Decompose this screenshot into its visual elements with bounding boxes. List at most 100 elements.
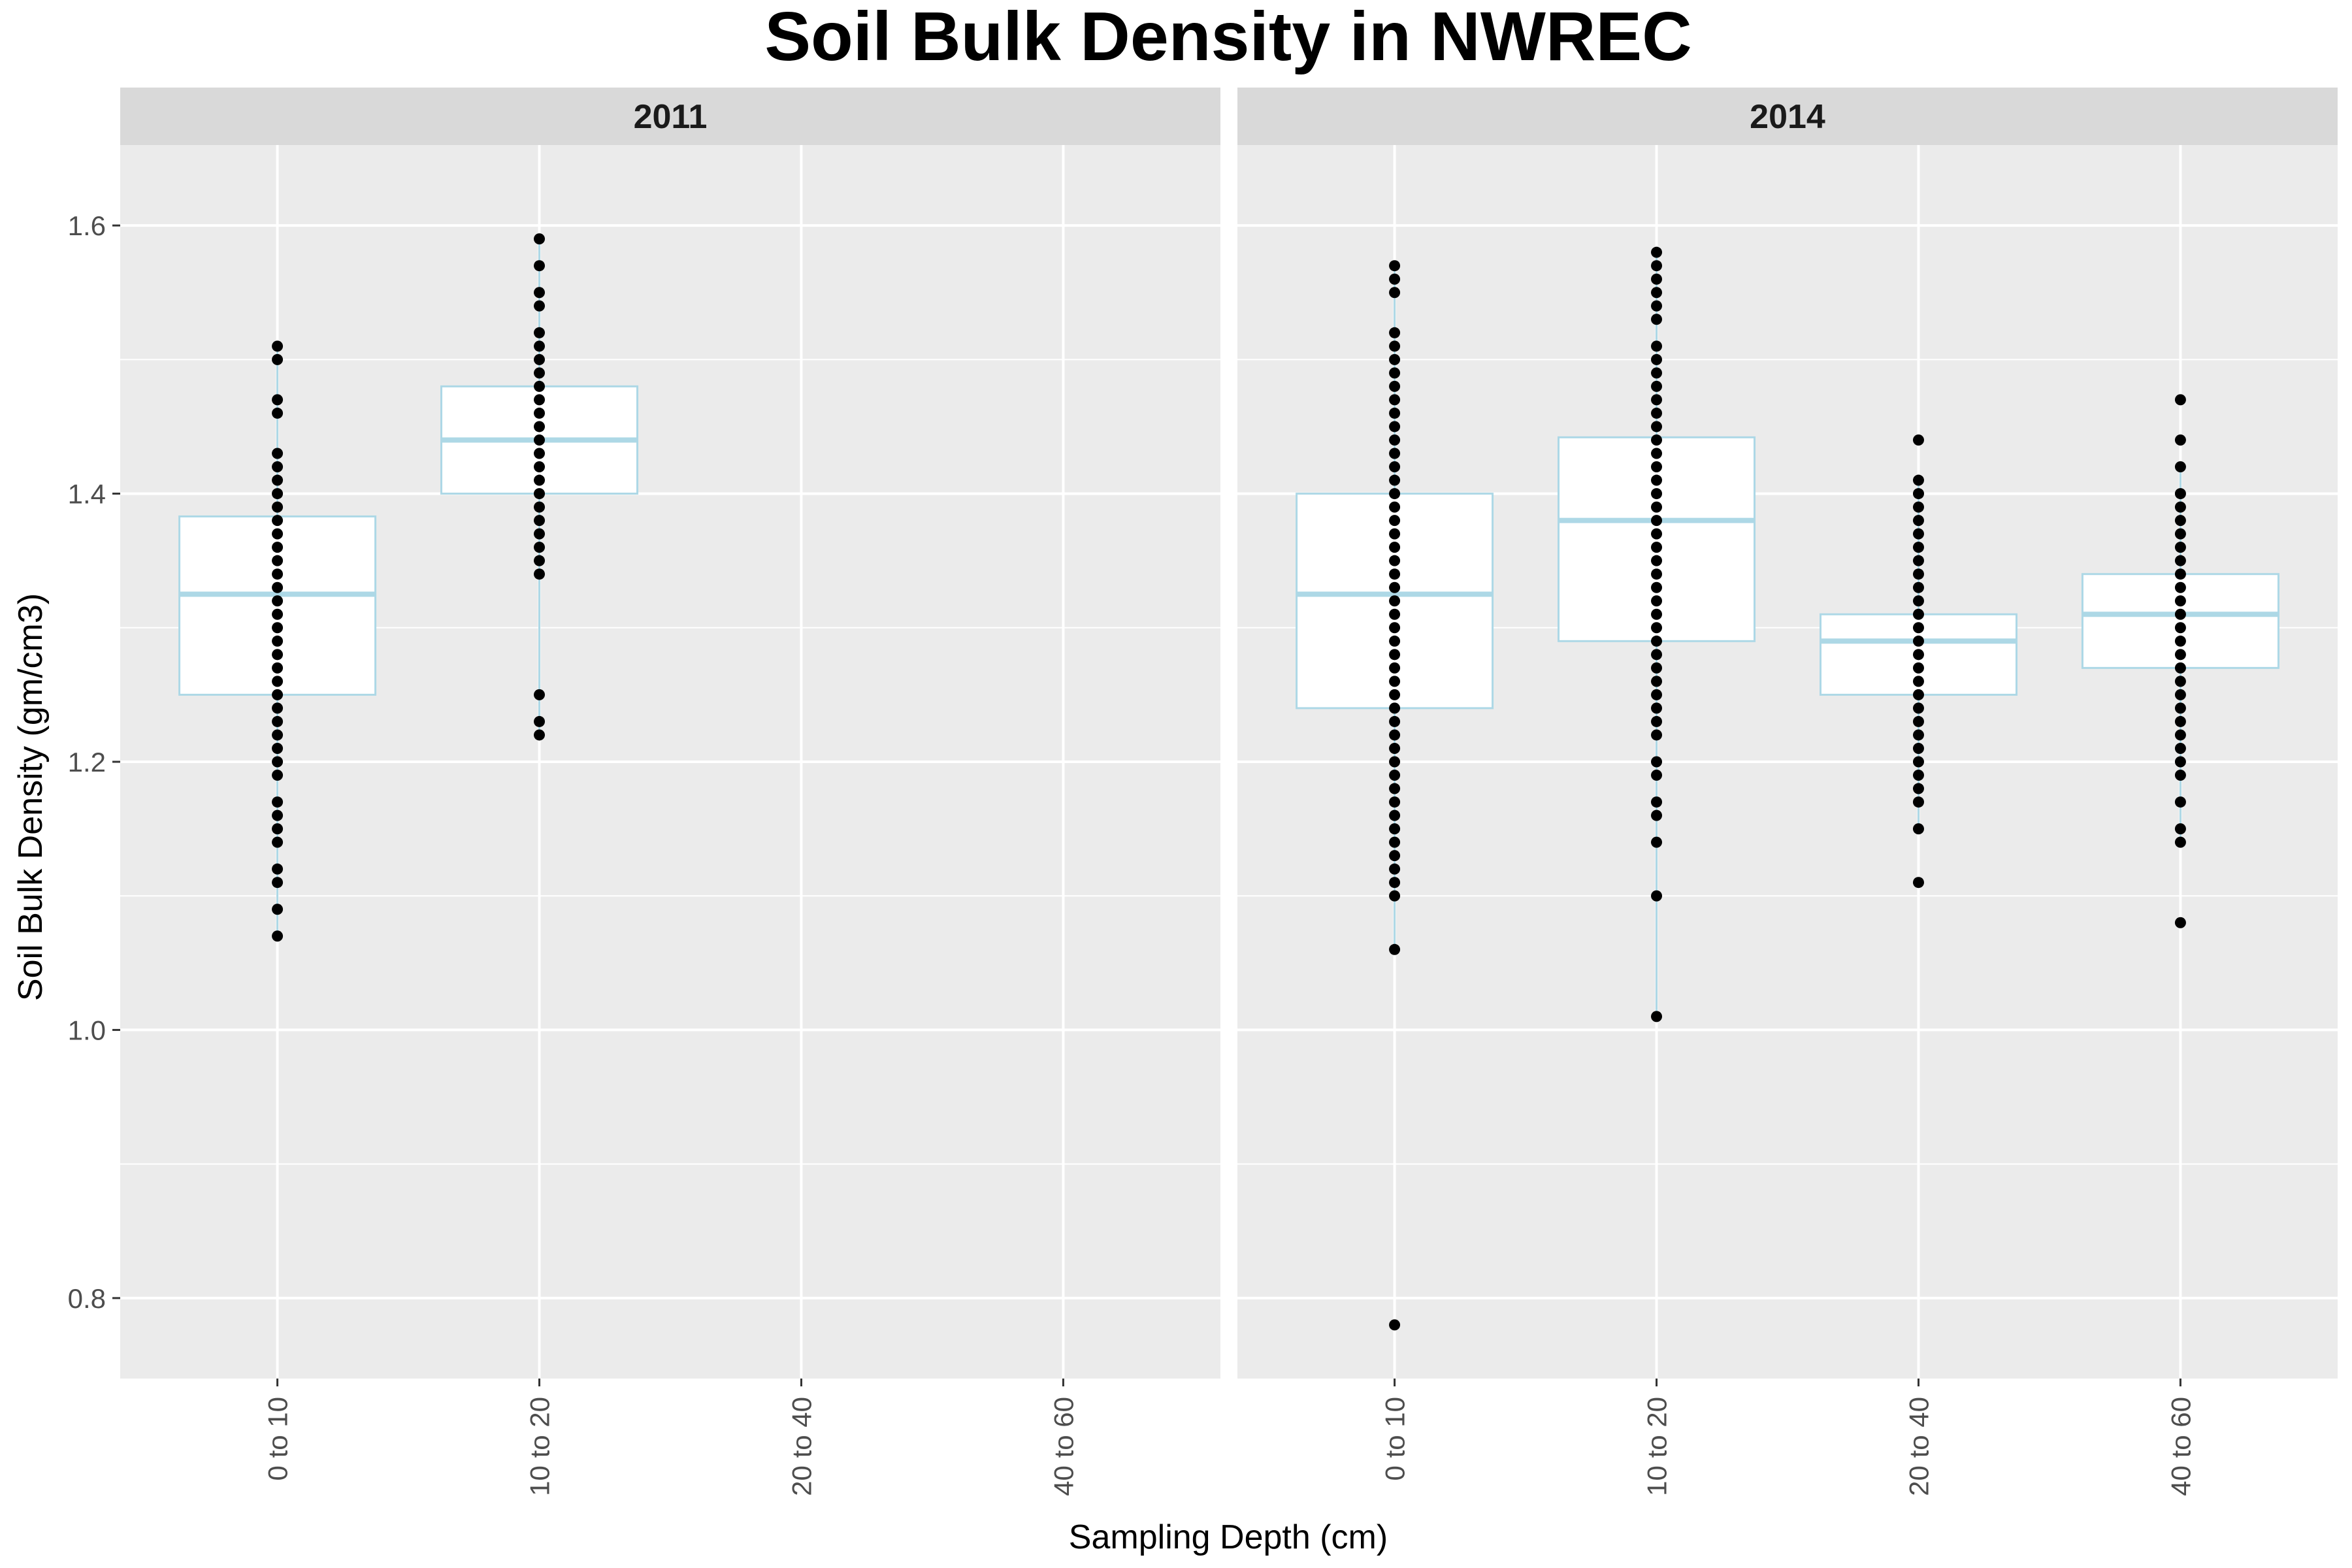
data-point <box>272 515 284 527</box>
data-point <box>2174 823 2186 835</box>
data-point <box>1389 715 1401 727</box>
data-point <box>534 233 546 245</box>
data-point <box>272 836 284 848</box>
data-point <box>272 742 284 754</box>
y-axis-title: Soil Bulk Density (gm/cm3) <box>12 593 50 1001</box>
data-point <box>534 515 546 527</box>
data-point <box>1651 649 1663 661</box>
data-point <box>1912 581 1924 593</box>
data-point <box>2174 528 2186 540</box>
chart-title: Soil Bulk Density in NWREC <box>764 0 1691 75</box>
data-point <box>1389 608 1401 620</box>
data-point <box>1389 542 1401 553</box>
data-point <box>272 877 284 889</box>
data-point <box>1651 421 1663 433</box>
data-point <box>1651 461 1663 473</box>
data-point <box>534 300 546 312</box>
strip-background <box>1237 88 2338 145</box>
data-point <box>2174 461 2186 473</box>
data-point <box>1389 474 1401 486</box>
panel-2014: 2014 0 to 10 10 to 20 20 to 40 40 to 60 <box>1237 88 2338 1496</box>
data-point <box>1651 273 1663 285</box>
data-point <box>1912 568 1924 580</box>
data-point <box>534 340 546 352</box>
data-point <box>272 448 284 459</box>
data-point <box>272 770 284 781</box>
data-point <box>1389 260 1401 272</box>
data-point <box>2174 649 2186 661</box>
data-point <box>1651 434 1663 446</box>
data-point <box>534 555 546 566</box>
data-point <box>1912 783 1924 794</box>
data-point <box>272 581 284 593</box>
data-point <box>1651 407 1663 419</box>
data-point <box>1912 434 1924 446</box>
data-point <box>1912 823 1924 835</box>
x-tick-label: 40 to 60 <box>1048 1397 1079 1496</box>
data-point <box>534 448 546 459</box>
data-point <box>1389 528 1401 540</box>
data-point <box>1389 555 1401 566</box>
data-point <box>1389 890 1401 902</box>
data-point <box>1389 434 1401 446</box>
data-point <box>1389 353 1401 365</box>
data-point <box>272 662 284 674</box>
data-point <box>272 501 284 513</box>
data-point <box>272 528 284 540</box>
data-point <box>1912 595 1924 607</box>
data-point <box>272 809 284 821</box>
data-point <box>1651 890 1663 902</box>
data-point <box>1651 260 1663 272</box>
data-point <box>272 622 284 634</box>
data-point <box>2174 770 2186 781</box>
data-point <box>1389 836 1401 848</box>
data-point <box>534 394 546 406</box>
data-point <box>2174 581 2186 593</box>
data-point <box>1912 474 1924 486</box>
data-point <box>1651 515 1663 527</box>
strip-label: 2011 <box>634 98 708 136</box>
data-point <box>1651 770 1663 781</box>
x-axis-title: Sampling Depth (cm) <box>1069 1518 1388 1556</box>
data-point <box>1389 877 1401 889</box>
data-point <box>1912 662 1924 674</box>
data-point <box>272 608 284 620</box>
data-point <box>2174 595 2186 607</box>
data-point <box>1651 542 1663 553</box>
data-point <box>1912 689 1924 700</box>
data-point <box>272 474 284 486</box>
data-point <box>534 501 546 513</box>
data-point <box>1912 742 1924 754</box>
data-point <box>1651 676 1663 687</box>
data-point <box>2174 796 2186 808</box>
data-point <box>272 715 284 727</box>
data-point <box>534 689 546 700</box>
data-point <box>534 528 546 540</box>
data-point <box>534 421 546 433</box>
data-point <box>2174 662 2186 674</box>
data-point <box>1389 407 1401 419</box>
data-point <box>272 353 284 365</box>
data-point <box>2174 836 2186 848</box>
data-point <box>2174 555 2186 566</box>
data-point <box>1651 488 1663 500</box>
data-point <box>272 568 284 580</box>
data-point <box>2174 742 2186 754</box>
data-point <box>1651 608 1663 620</box>
data-point <box>1389 809 1401 821</box>
data-point <box>2174 394 2186 406</box>
data-point <box>2174 729 2186 741</box>
data-point <box>272 729 284 741</box>
data-point <box>1651 474 1663 486</box>
data-point <box>534 407 546 419</box>
data-point <box>1912 729 1924 741</box>
data-point <box>272 823 284 835</box>
data-point <box>534 260 546 272</box>
data-point <box>1912 622 1924 634</box>
data-point <box>1389 340 1401 352</box>
data-point <box>272 635 284 647</box>
box-0-to-10 <box>1296 260 1494 1331</box>
data-point <box>272 904 284 915</box>
strip-label: 2014 <box>1750 98 1825 136</box>
